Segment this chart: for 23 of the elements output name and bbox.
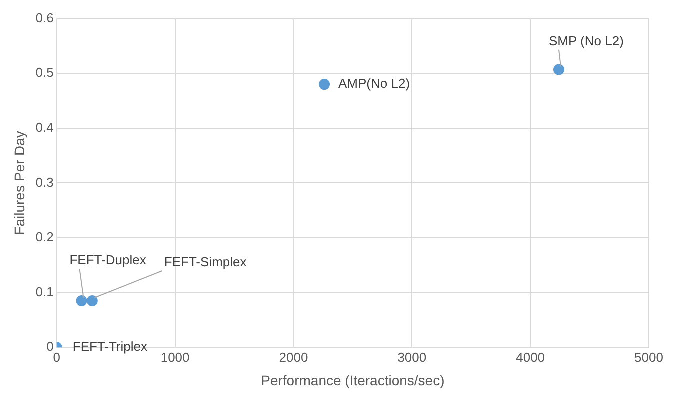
x-tick-label: 5000: [634, 350, 664, 365]
y-tick-label: 0.3: [36, 174, 54, 190]
y-tick-label: 0.4: [36, 120, 54, 135]
x-axis-title: Performance (Iteractions/sec): [261, 372, 445, 388]
point: [86, 296, 98, 307]
point: [76, 296, 88, 307]
point: [553, 64, 564, 76]
y-tick-label: 0.5: [36, 65, 54, 80]
x-tick-label: 3000: [398, 350, 427, 365]
y-axis-title: Failures Per Day: [11, 131, 28, 236]
annotation: FEFT-Duplex: [70, 252, 147, 268]
annotation: FEFT-Simplex: [164, 254, 248, 270]
x-tick-label: 4000: [516, 350, 546, 365]
x-tick-label: 2000: [279, 350, 308, 365]
annotation: FEFT-Triplex: [72, 339, 148, 354]
y-tick-label: 0.2: [36, 230, 54, 245]
y-tick-label: 0.6: [36, 10, 54, 26]
x-tick-label: 1000: [160, 350, 190, 365]
annotation: AMP(No L2): [338, 76, 410, 92]
y-tick-label: 0: [46, 339, 54, 354]
annotation: SMP (No L2): [548, 33, 624, 48]
point: [319, 79, 330, 90]
y-tick-label: 0.1: [36, 284, 54, 300]
